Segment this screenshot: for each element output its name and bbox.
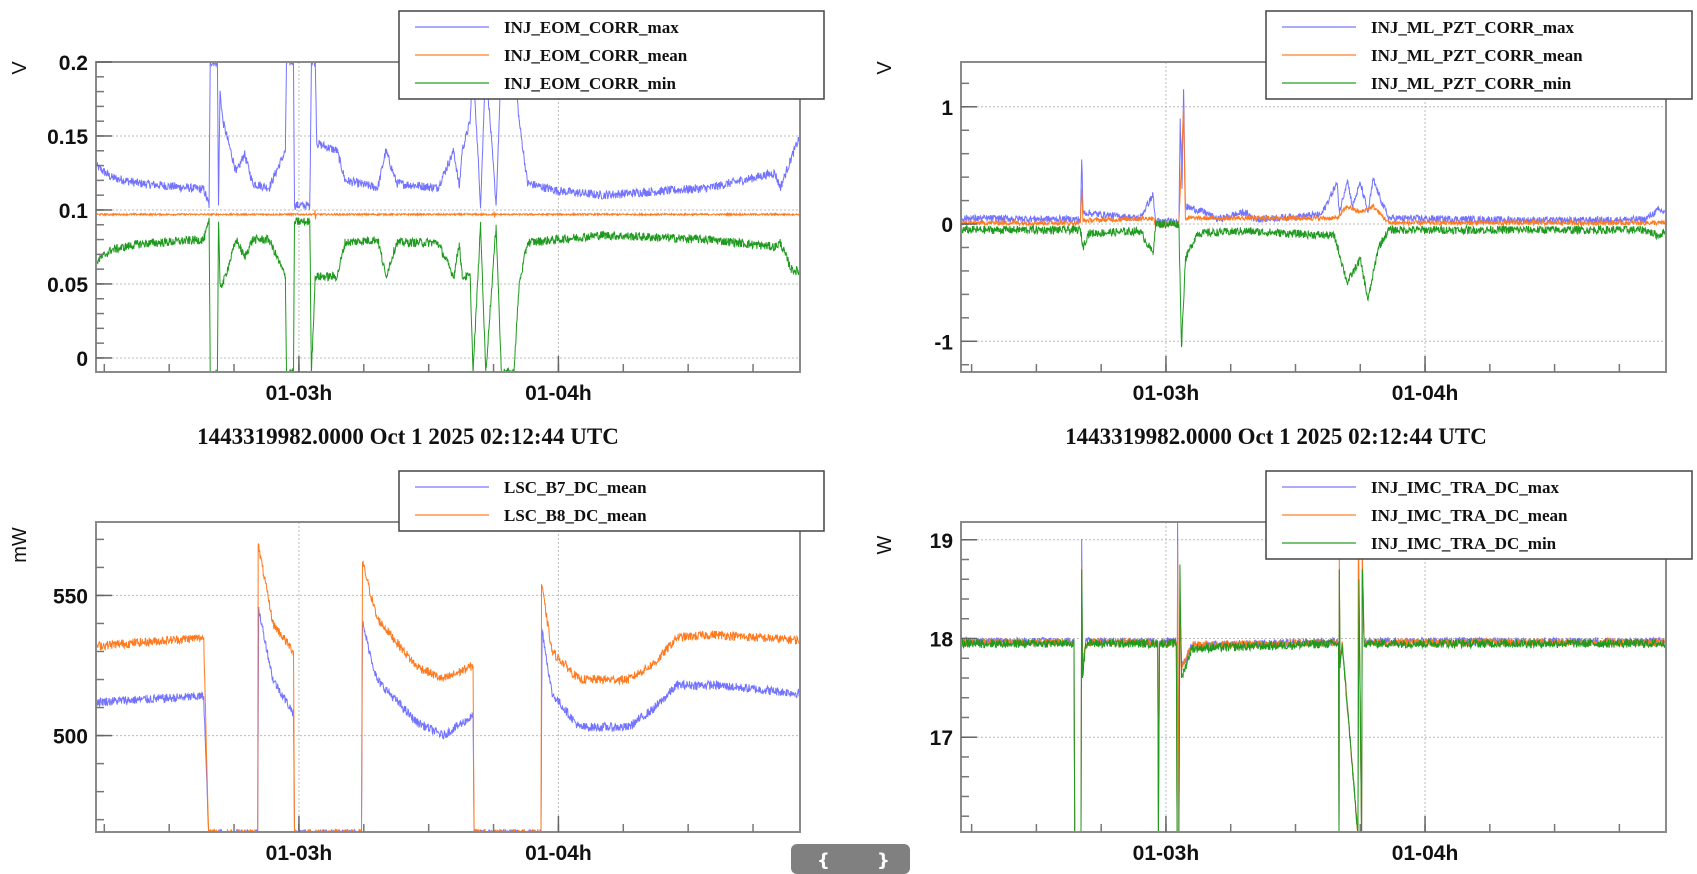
y-tick-label: 19 <box>930 530 953 553</box>
bracket-left-icon: { <box>817 850 830 871</box>
plot-panel-2: 01-03h 01-04h 500 550 mW LSC_B7_DC_mean LSC_B8… <box>9 470 825 865</box>
legend: LSC_B7_DC_mean LSC_B8_DC_mean <box>398 470 825 532</box>
x-tick-label: 01-03h <box>1133 382 1200 405</box>
legend-label: INJ_IMC_TRA_DC_max <box>1371 478 1559 497</box>
series-line-inj-eom-corr-mean <box>96 209 800 220</box>
x-tick-label: 01-04h <box>525 842 592 865</box>
legend-label: INJ_ML_PZT_CORR_mean <box>1371 46 1583 65</box>
y-axis-label: W <box>874 535 896 554</box>
y-tick-label: 0.05 <box>47 274 88 297</box>
y-tick-label: 1 <box>941 97 953 120</box>
legend: INJ_ML_PZT_CORR_max INJ_ML_PZT_CORR_mean I… <box>1265 10 1693 100</box>
legend-box <box>398 470 825 532</box>
y-tick-label: 0 <box>76 348 88 371</box>
series-line-inj-ml-pzt-corr-min <box>961 218 1666 348</box>
plot-panel-0: 01-03h 01-04h 0 0.05 0.1 0.15 0.2 V INJ_EOM_CORR… <box>9 10 825 405</box>
fullscreen-button[interactable]: { } <box>791 844 910 874</box>
plot-frame <box>960 521 1667 833</box>
bracket-right-icon: } <box>877 850 890 871</box>
x-tick-label: 01-04h <box>1392 382 1459 405</box>
series-line-inj-imc-tra-dc-min <box>961 564 1666 832</box>
legend: INJ_EOM_CORR_max INJ_EOM_CORR_mean INJ_EOM… <box>398 10 825 100</box>
legend-label: INJ_EOM_CORR_max <box>504 18 679 37</box>
timestamp-footer: 1443319982.0000 Oct 1 2025 02:12:44 UTC <box>197 424 619 449</box>
y-tick-label: 500 <box>53 726 88 749</box>
plot-panel-3: 01-03h 01-04h171819WINJ_IMC_TRA_DC_maxINJ… <box>874 470 1693 865</box>
series-line-inj-ml-pzt-corr-mean <box>961 106 1666 228</box>
y-tick-label: 0.2 <box>59 52 88 75</box>
legend-label: INJ_ML_PZT_CORR_min <box>1371 74 1572 93</box>
series-line-lsc-b7-dc-mean <box>96 606 800 832</box>
x-tick-label: 01-04h <box>1392 842 1459 865</box>
x-tick-label: 01-03h <box>266 382 333 405</box>
series-line-inj-imc-tra-dc-max <box>961 522 1666 832</box>
legend-label: LSC_B8_DC_mean <box>504 506 647 525</box>
y-tick-label: 17 <box>930 727 953 750</box>
legend-label: INJ_IMC_TRA_DC_min <box>1371 534 1557 553</box>
y-tick-label: 0 <box>941 214 953 237</box>
series-line-inj-ml-pzt-corr-max <box>961 89 1666 227</box>
plot-frame <box>95 61 801 373</box>
legend-label: LSC_B7_DC_mean <box>504 478 647 497</box>
y-tick-label: 18 <box>930 628 954 651</box>
y-tick-label: 0.1 <box>59 200 89 223</box>
x-tick-label: 01-04h <box>525 382 592 405</box>
y-tick-label: -1 <box>934 331 953 354</box>
x-tick-label: 01-03h <box>1133 842 1200 865</box>
legend-label: INJ_EOM_CORR_min <box>504 74 676 93</box>
timestamp-footer: 1443319982.0000 Oct 1 2025 02:12:44 UTC <box>1065 424 1487 449</box>
legend-label: INJ_ML_PZT_CORR_max <box>1371 18 1575 37</box>
y-axis-label: V <box>9 61 31 75</box>
y-axis-label: V <box>874 61 896 75</box>
series-line-inj-eom-corr-max <box>96 62 800 211</box>
series-line-lsc-b8-dc-mean <box>96 543 800 832</box>
legend: INJ_IMC_TRA_DC_max INJ_IMC_TRA_DC_mean INJ… <box>1265 470 1693 560</box>
series-line-inj-imc-tra-dc-mean <box>961 544 1666 832</box>
y-axis-label: mW <box>9 527 31 563</box>
y-tick-label: 550 <box>53 585 88 608</box>
plot-panel-1: 01-03h 01-04h-101VINJ_ML_PZT_CORR_maxINJ_… <box>874 10 1693 405</box>
series-line-inj-eom-corr-min <box>96 217 800 372</box>
legend-label: INJ_EOM_CORR_mean <box>504 46 688 65</box>
x-tick-label: 01-03h <box>266 842 333 865</box>
legend-label: INJ_IMC_TRA_DC_mean <box>1371 506 1568 525</box>
y-tick-label: 0.15 <box>47 126 88 149</box>
